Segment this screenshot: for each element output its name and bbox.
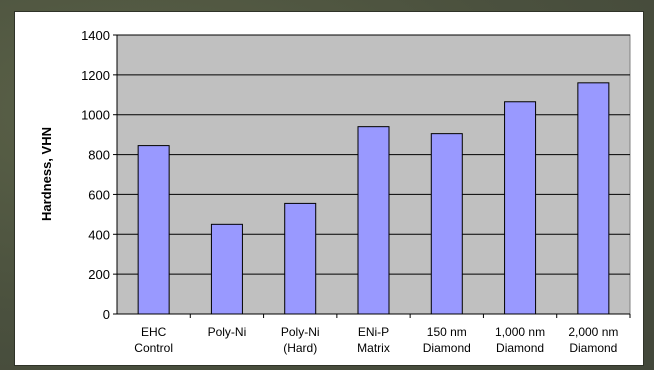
bar	[357, 126, 390, 315]
x-tick-label: Diamond	[423, 341, 471, 355]
chart-panel: 0 200 400 600 800 1000 1200 1400 EHC Control Poly…	[14, 11, 644, 366]
bar-chart: 0 200 400 600 800 1000 1200 1400 EHC Control Poly…	[39, 28, 631, 355]
x-tick-label: 150 nm	[427, 325, 467, 339]
x-tick-label: Poly-Ni	[208, 325, 247, 339]
x-tick-label: Control	[134, 341, 173, 355]
x-tick-label: Diamond	[569, 341, 617, 355]
x-tick-label: 1,000 nm	[495, 325, 545, 339]
x-tick-label: ENi-P	[358, 325, 389, 339]
y-axis-ticks: 0 200 400 600 800 1000 1200 1400	[81, 28, 117, 322]
y-tick-label: 0	[103, 307, 110, 322]
x-tick-label: 2,000 nm	[568, 325, 618, 339]
x-tick-label: EHC	[141, 325, 167, 339]
bar	[137, 145, 170, 315]
x-tick-label: (Hard)	[283, 341, 317, 355]
y-tick-label: 400	[88, 227, 110, 242]
x-tick-label: Poly-Ni	[281, 325, 320, 339]
x-tick-label: Matrix	[357, 341, 390, 355]
bar	[284, 202, 317, 315]
bars	[137, 82, 610, 315]
bar	[210, 223, 243, 315]
gridlines	[117, 34, 630, 275]
y-tick-label: 1200	[81, 68, 110, 83]
y-tick-label: 1400	[81, 28, 110, 43]
y-axis-label: Hardness, VHN	[39, 127, 54, 221]
y-tick-label: 1000	[81, 108, 110, 123]
x-axis-ticks: EHC Control Poly-Ni Poly-Ni (Hard) ENi-P Matri…	[134, 314, 631, 355]
x-tick-label: Diamond	[496, 341, 544, 355]
bar	[504, 101, 537, 315]
y-tick-label: 800	[88, 148, 110, 163]
y-tick-label: 200	[88, 267, 110, 282]
bar	[430, 133, 463, 315]
bar	[577, 82, 610, 315]
y-tick-label: 600	[88, 187, 110, 202]
